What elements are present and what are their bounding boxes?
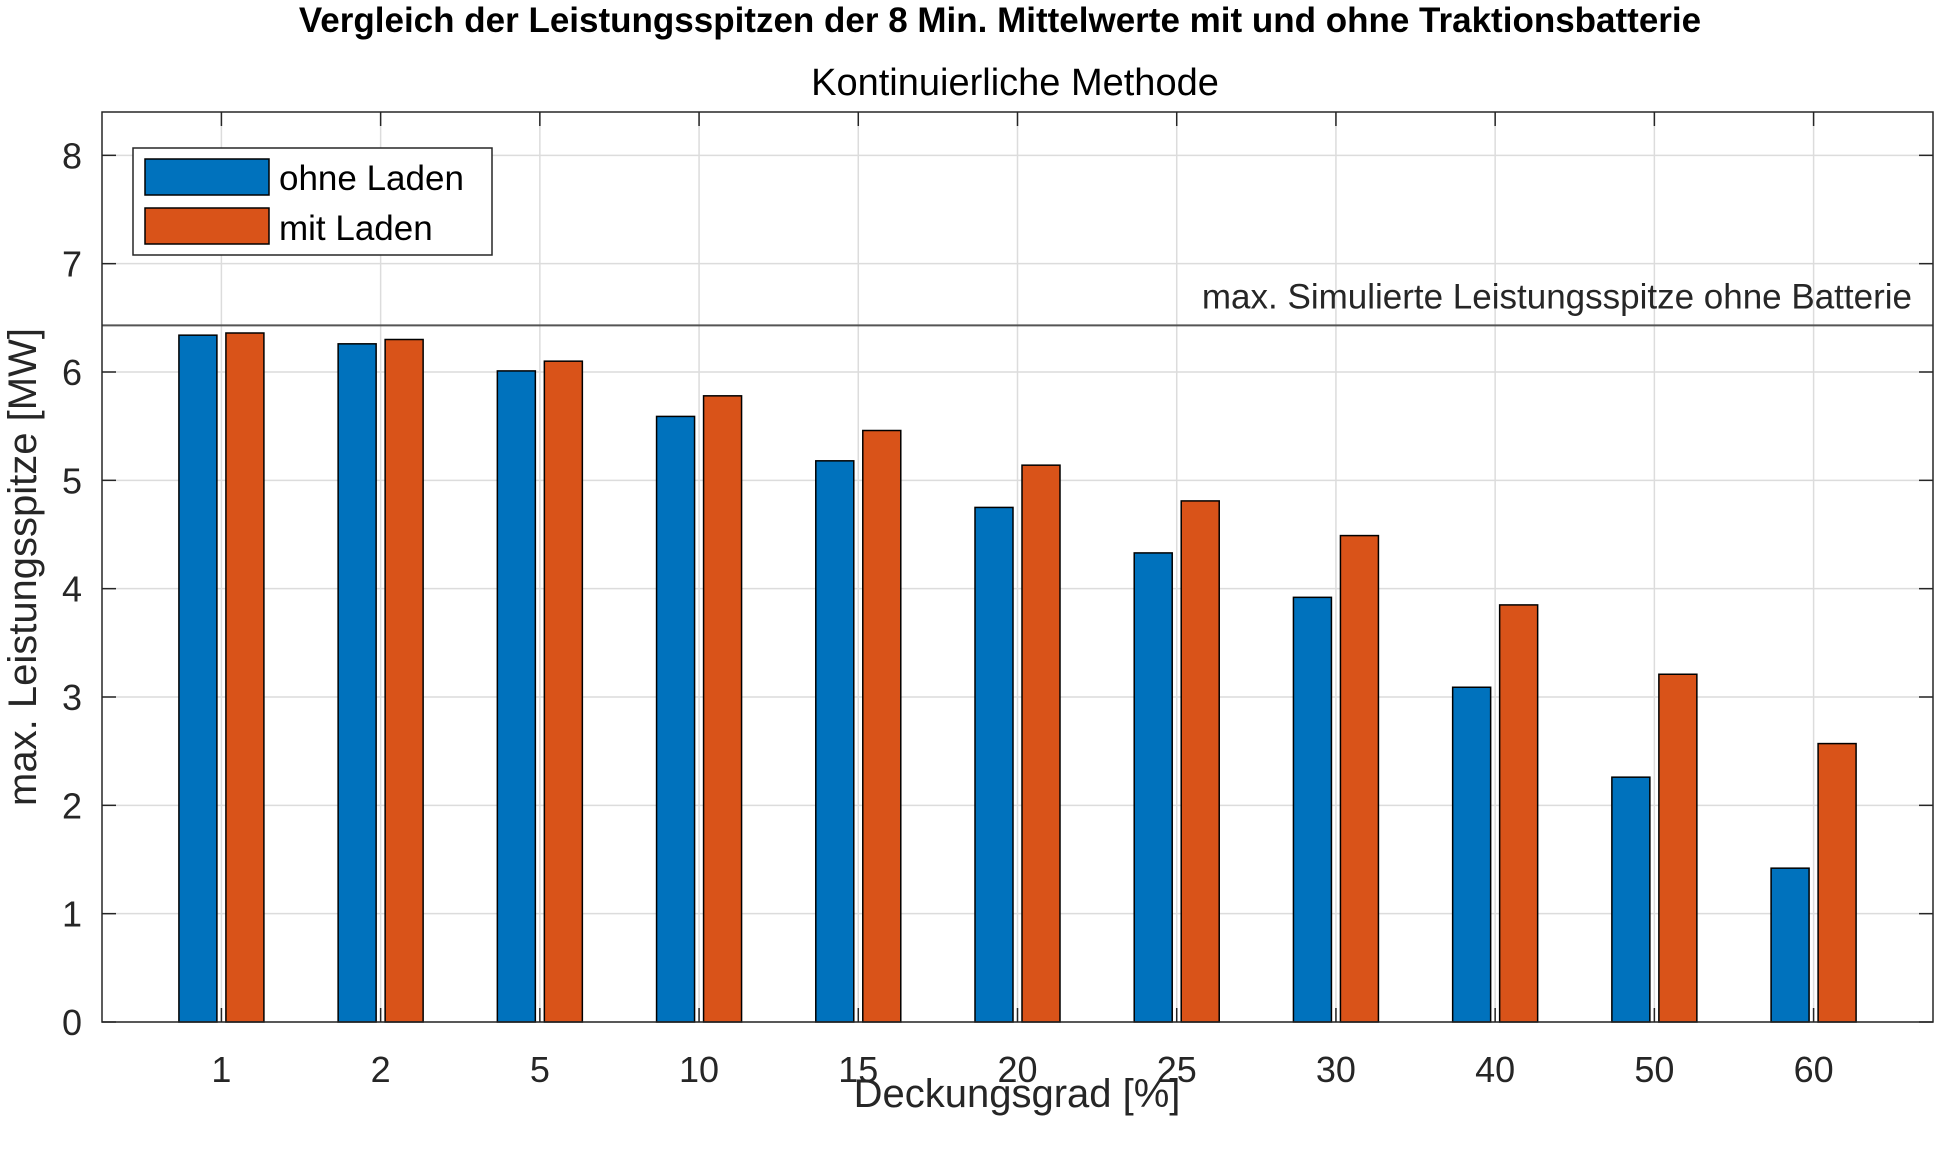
y-tick-label: 5 xyxy=(62,460,82,501)
x-tick-labels: 1 2 5 10 15 20 25 30 40 50 60 xyxy=(211,1049,1833,1090)
legend-label-ohne-laden: ohne Laden xyxy=(279,159,464,198)
reference-line: max. Simulierte Leistungsspitze ohne Bat… xyxy=(102,277,1933,327)
bar-ohne-laden-10 xyxy=(655,415,696,1023)
x-tick-label: 60 xyxy=(1794,1049,1834,1090)
y-tick-label: 2 xyxy=(62,785,82,826)
bar-ohne-laden-50 xyxy=(1611,776,1651,1023)
legend-swatch-ohne-laden xyxy=(144,158,270,196)
y-tick-label: 4 xyxy=(62,569,82,610)
legend-swatch-mit-laden xyxy=(144,207,270,245)
x-tick-label: 1 xyxy=(211,1049,231,1090)
bar-mit-laden-60 xyxy=(1817,742,1857,1023)
bar-ohne-laden-30 xyxy=(1292,596,1333,1023)
x-axis-label: Deckungsgrad [%] xyxy=(854,1072,1181,1116)
y-tick-label: 1 xyxy=(62,894,82,935)
x-tick-label: 40 xyxy=(1475,1049,1515,1090)
bar-mit-laden-1 xyxy=(225,332,265,1023)
bar-mit-laden-10 xyxy=(702,395,743,1023)
x-tick-label: 30 xyxy=(1316,1049,1356,1090)
y-tick-label: 3 xyxy=(62,677,82,718)
x-tick-label: 10 xyxy=(679,1049,719,1090)
bar-ohne-laden-15 xyxy=(815,460,855,1023)
bar-mit-laden-5 xyxy=(543,360,584,1023)
bar-ohne-laden-5 xyxy=(496,370,537,1023)
y-axis-label: max. Leistungsspitze [MW] xyxy=(1,328,45,806)
legend: ohne Laden mit Laden xyxy=(132,147,493,256)
x-tick-label: 2 xyxy=(371,1049,391,1090)
x-tick-label: 50 xyxy=(1634,1049,1674,1090)
x-tick-label: 15 xyxy=(838,1049,878,1090)
bar-mit-laden-50 xyxy=(1658,673,1698,1023)
x-tick-label: 5 xyxy=(530,1049,550,1090)
bar-mit-laden-2 xyxy=(384,338,424,1023)
y-tick-labels: 0 1 2 3 4 5 6 7 8 xyxy=(62,135,82,1043)
chart-subtitle: Kontinuierliche Methode xyxy=(811,62,1219,104)
bar-mit-laden-25 xyxy=(1180,500,1220,1023)
bars-group xyxy=(178,332,1857,1023)
y-tick-label: 0 xyxy=(62,1002,82,1043)
y-tick-label: 8 xyxy=(62,135,82,176)
bar-ohne-laden-2 xyxy=(337,343,377,1023)
bar-ohne-laden-1 xyxy=(178,334,218,1023)
chart-title: Vergleich der Leistungsspitzen der 8 Min… xyxy=(299,1,1701,40)
bar-ohne-laden-40 xyxy=(1451,686,1492,1023)
legend-label-mit-laden: mit Laden xyxy=(279,209,433,248)
x-tick-label: 25 xyxy=(1157,1049,1197,1090)
bar-mit-laden-30 xyxy=(1339,534,1380,1023)
bar-ohne-laden-25 xyxy=(1133,552,1173,1023)
bar-ohne-laden-20 xyxy=(974,506,1014,1023)
y-tick-label: 6 xyxy=(62,352,82,393)
y-tick-label: 7 xyxy=(62,244,82,285)
reference-line-label: max. Simulierte Leistungsspitze ohne Bat… xyxy=(1202,277,1912,316)
bar-mit-laden-40 xyxy=(1498,604,1539,1023)
bar-mit-laden-15 xyxy=(862,429,902,1023)
plot-frame xyxy=(101,111,1934,1023)
bar-mit-laden-20 xyxy=(1021,464,1061,1023)
x-tick-label: 20 xyxy=(997,1049,1037,1090)
bar-ohne-laden-60 xyxy=(1770,867,1810,1023)
